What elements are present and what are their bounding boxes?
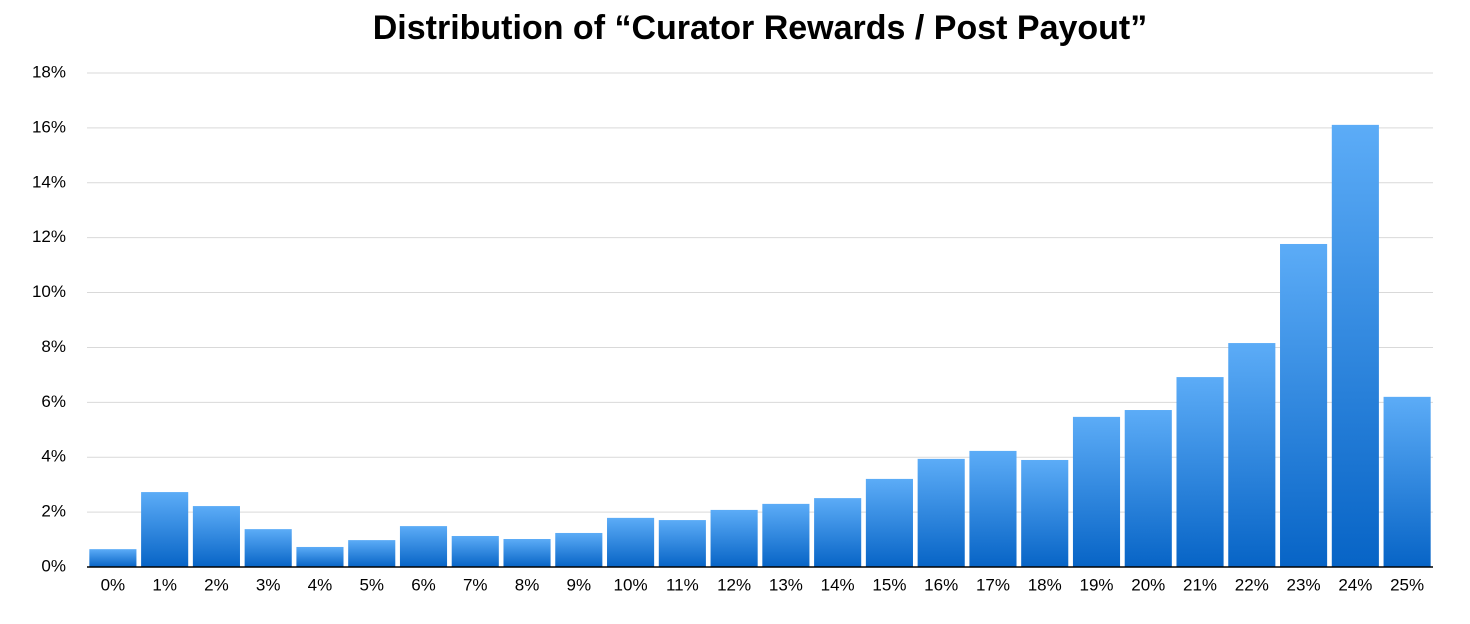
x-tick-label: 11% — [666, 575, 699, 594]
y-tick-label: 16% — [32, 117, 66, 136]
x-tick-label: 8% — [515, 575, 540, 594]
bar — [710, 509, 758, 567]
chart-title: Distribution of “Curator Rewards / Post … — [373, 9, 1148, 47]
x-tick-label: 18% — [1028, 575, 1062, 594]
x-tick-label: 14% — [821, 575, 855, 594]
x-tick-label: 21% — [1183, 575, 1217, 594]
x-tick-label: 9% — [567, 575, 592, 594]
y-tick-label: 6% — [41, 392, 66, 411]
x-tick-label: 5% — [359, 575, 384, 594]
bar — [1072, 416, 1121, 567]
bar — [917, 458, 965, 567]
bar — [503, 539, 551, 567]
y-tick-label: 10% — [32, 282, 66, 301]
bar — [762, 503, 810, 567]
bar — [399, 526, 448, 567]
bar — [141, 492, 189, 567]
x-tick-label: 10% — [614, 575, 648, 594]
bar — [814, 498, 862, 567]
y-tick-label: 2% — [41, 502, 66, 521]
x-tick-label: 6% — [411, 575, 436, 594]
bar — [1383, 396, 1431, 567]
x-tick-label: 4% — [308, 575, 333, 594]
y-tick-label: 14% — [32, 172, 66, 191]
x-tick-label: 16% — [924, 575, 958, 594]
bar — [1331, 124, 1379, 568]
x-tick-label: 2% — [204, 575, 229, 594]
y-tick-label: 4% — [41, 447, 66, 466]
bar — [451, 535, 499, 567]
x-tick-label: 15% — [872, 575, 906, 594]
x-tick-label: 0% — [101, 575, 126, 594]
bar — [658, 520, 706, 567]
x-tick-label: 12% — [717, 575, 751, 594]
bar — [607, 517, 655, 567]
bar — [865, 478, 913, 567]
bar — [192, 506, 240, 567]
y-tick-label: 12% — [32, 227, 66, 246]
x-tick-label: 19% — [1079, 575, 1113, 594]
bar — [1124, 410, 1172, 567]
bar — [1280, 243, 1328, 567]
x-tick-label: 24% — [1338, 575, 1372, 594]
bar — [969, 450, 1017, 567]
bar — [89, 549, 137, 567]
bar — [244, 529, 292, 567]
bar — [555, 532, 603, 567]
x-tick-label: 23% — [1287, 575, 1321, 594]
x-tick-label: 22% — [1235, 575, 1269, 594]
x-tick-label: 17% — [976, 575, 1010, 594]
y-tick-label: 0% — [41, 556, 66, 575]
bar — [1021, 459, 1069, 567]
bar — [1228, 343, 1276, 567]
x-tick-label: 3% — [256, 575, 281, 594]
x-tick-label: 1% — [152, 575, 177, 594]
bar — [1176, 377, 1224, 567]
x-tick-label: 13% — [769, 575, 803, 594]
x-tick-label: 20% — [1131, 575, 1165, 594]
y-tick-label: 8% — [41, 337, 66, 356]
bar — [348, 540, 396, 567]
bar — [296, 546, 344, 567]
y-tick-label: 18% — [32, 62, 66, 81]
x-tick-label: 25% — [1390, 575, 1424, 594]
x-tick-label: 7% — [463, 575, 488, 594]
